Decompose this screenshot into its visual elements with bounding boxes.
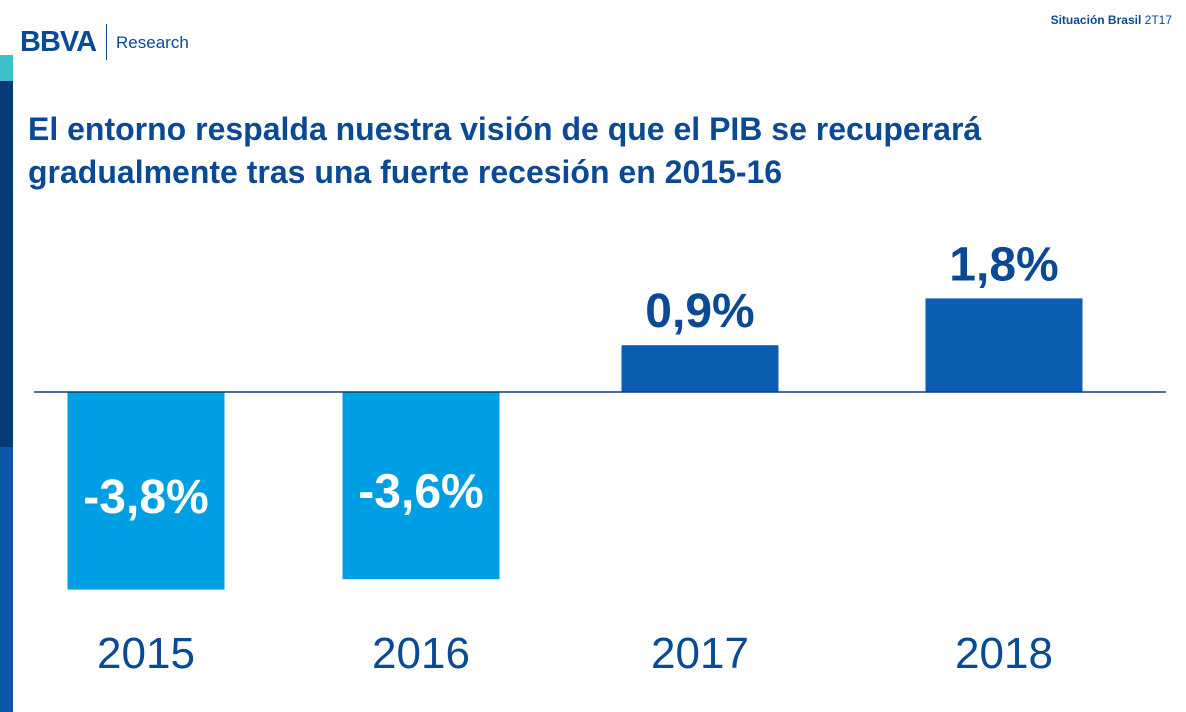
bar-2015 [67, 392, 225, 590]
bar-2018 [925, 298, 1083, 392]
logo-separator [106, 24, 108, 60]
slide-title: El entorno respalda nuestra visión de qu… [28, 111, 982, 190]
side-accent-cyan [0, 55, 13, 81]
bar-2016 [342, 392, 500, 580]
value-label-2015: -3,8% [83, 471, 208, 524]
category-label-2016: 2016 [372, 629, 470, 678]
category-label-2015: 2015 [97, 629, 195, 678]
value-label-2018: 1,8% [949, 238, 1058, 291]
bar-2017 [621, 345, 779, 392]
value-label-2016: -3,6% [358, 466, 483, 519]
side-accent-dark [0, 81, 13, 447]
category-label-2018: 2018 [955, 629, 1053, 678]
bbva-research-logo: BBVA Research [20, 24, 189, 60]
logo-mark: BBVA [20, 26, 97, 58]
report-name: Situación Brasil [1050, 13, 1142, 27]
value-label-2017: 0,9% [645, 285, 754, 338]
logo-subtitle: Research [116, 33, 189, 52]
report-label: Situación Brasil 2T17 [1051, 13, 1172, 27]
category-label-2017: 2017 [651, 629, 749, 678]
report-period: 2T17 [1144, 13, 1172, 27]
